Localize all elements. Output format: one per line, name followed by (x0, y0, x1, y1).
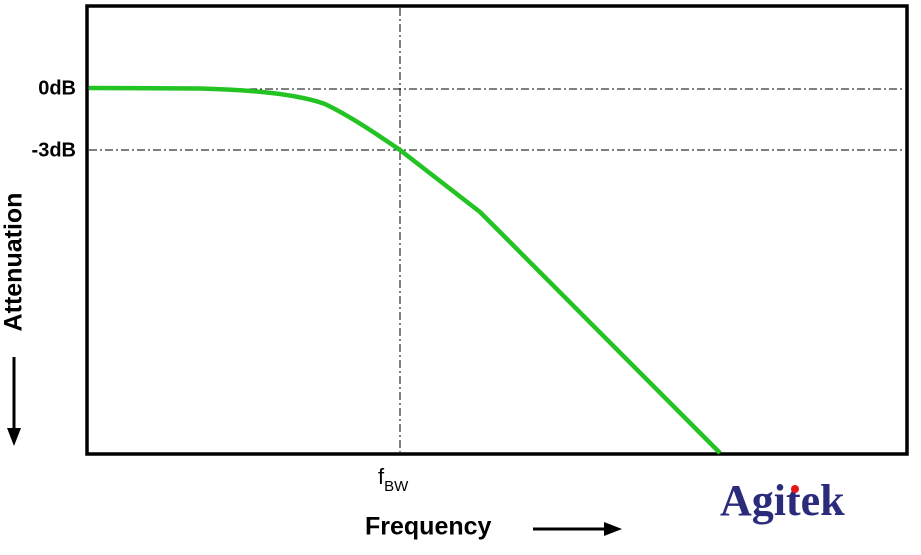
y-axis-label: Attenuation (0, 193, 28, 332)
logo: Agitek (720, 476, 845, 525)
logo-dot (791, 485, 799, 493)
level-label: -3dB (32, 139, 76, 161)
bandwidth-subscript: BW (384, 478, 409, 495)
x-arrow-head (604, 522, 622, 536)
x-axis-label: Frequency (365, 513, 492, 541)
response-curve (88, 85, 722, 455)
y-arrow-head (7, 428, 21, 446)
bandwidth-symbol: f (378, 464, 385, 489)
level-label: 0dB (38, 77, 76, 99)
bandwidth-label: fBW (378, 464, 409, 495)
